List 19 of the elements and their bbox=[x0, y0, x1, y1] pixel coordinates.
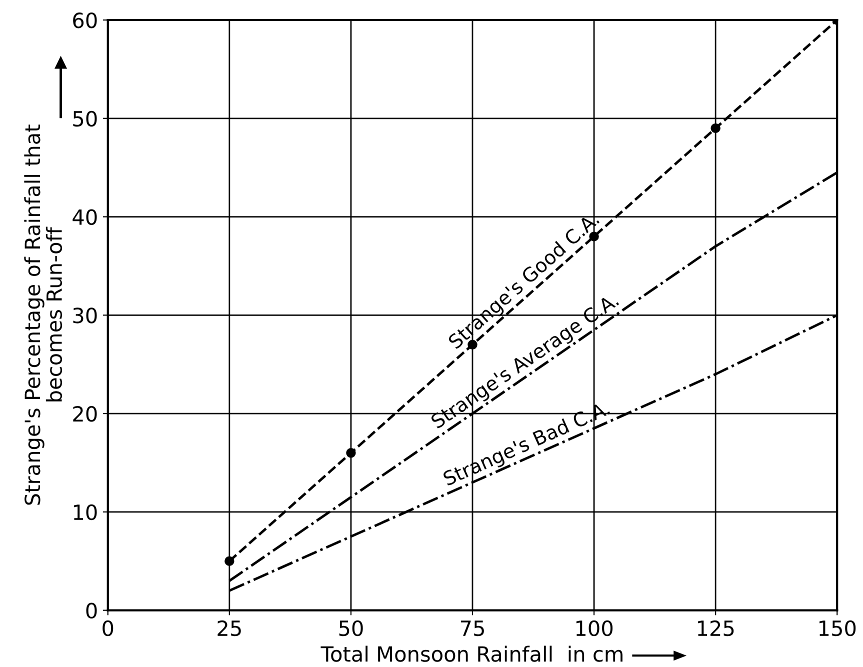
x-tick-label: 150 bbox=[820, 620, 856, 636]
point bbox=[346, 448, 356, 458]
x-axis-title: Total Monsoon Rainfall in cm bbox=[320, 646, 622, 662]
x-tick-label: 0 bbox=[102, 620, 114, 636]
y-tick-label: 60 bbox=[73, 12, 97, 28]
x-tick-label: 25 bbox=[218, 620, 241, 636]
x-tick-label: 75 bbox=[460, 620, 484, 636]
y-tick-label: 50 bbox=[73, 110, 97, 127]
y-axis-title: Strange's Percentage of Rainfall that becomes Run-off bbox=[24, 124, 62, 505]
point bbox=[710, 123, 720, 134]
y-tick-label: 40 bbox=[72, 209, 97, 225]
y-tick-label: 30 bbox=[73, 308, 97, 324]
x-tick-label: 125 bbox=[698, 620, 734, 636]
y-tick-label: 0 bbox=[86, 602, 97, 619]
x-tick-label: 100 bbox=[576, 620, 613, 636]
y-tick-label: 20 bbox=[73, 406, 97, 422]
x-tick-label: 50 bbox=[339, 620, 363, 636]
y-tick-label: 10 bbox=[74, 504, 97, 520]
point bbox=[224, 556, 234, 566]
